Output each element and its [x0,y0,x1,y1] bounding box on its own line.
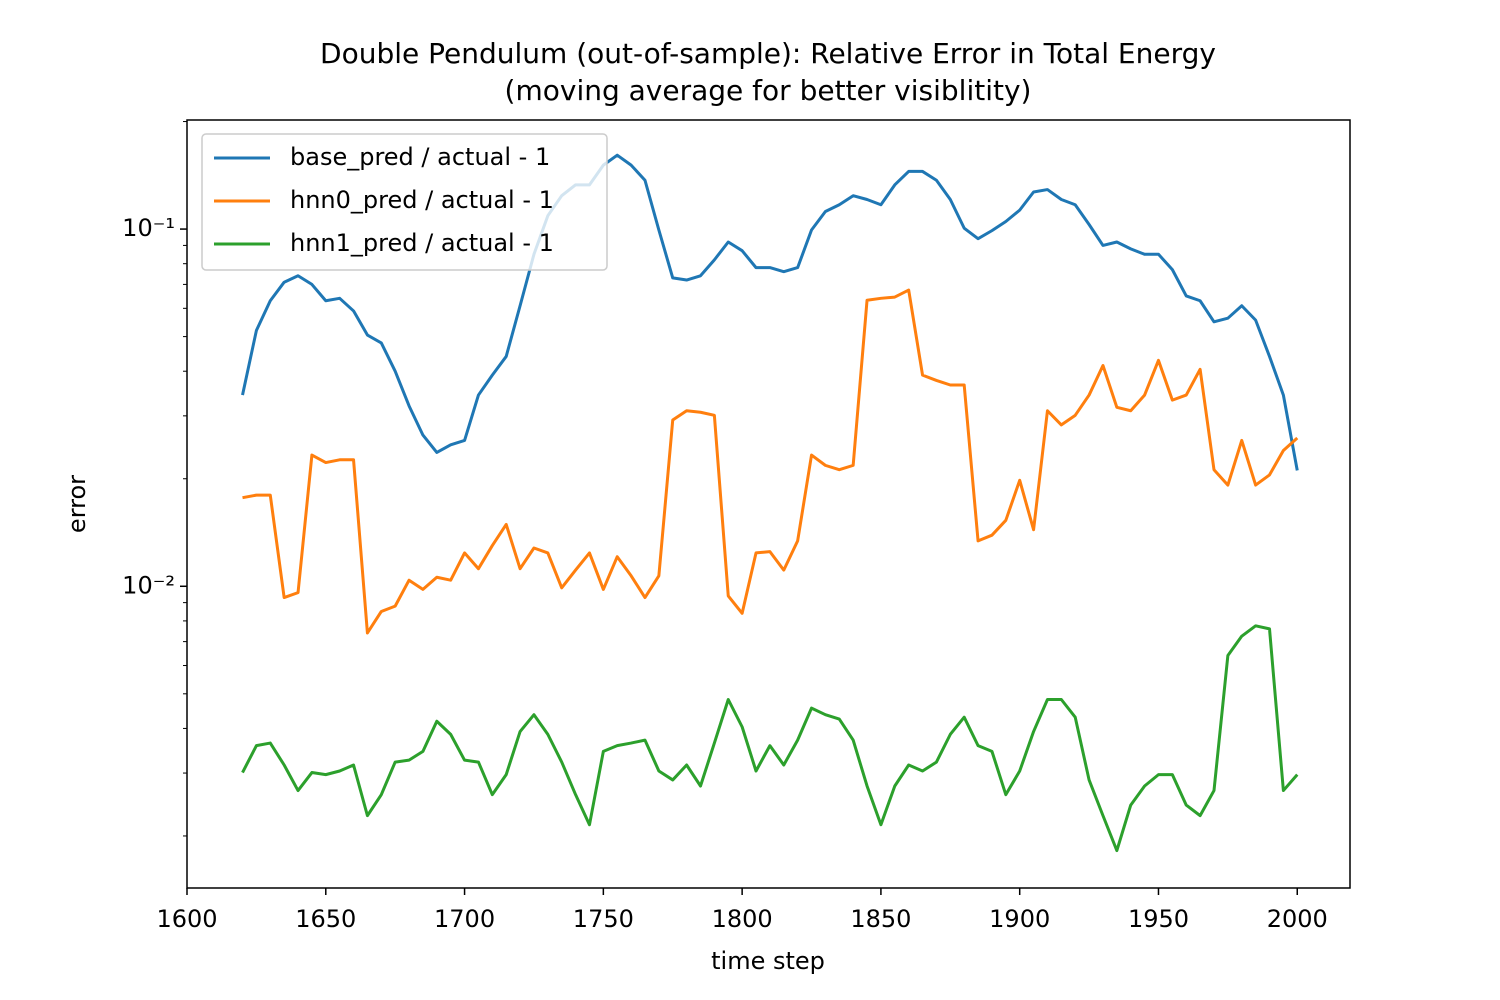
series-line [242,288,1299,635]
x-tick-label: 1850 [850,905,911,933]
x-tick-label: 1900 [989,905,1050,933]
y-tick-label: 10⁻² [122,571,175,599]
x-tick-label: 1700 [434,905,495,933]
y-axis-label: error [63,475,91,533]
x-tick-label: 1750 [573,905,634,933]
chart-title: Double Pendulum (out-of-sample): Relativ… [320,37,1216,70]
legend: base_pred / actual - 1 hnn0_pred / actual… [201,133,608,271]
x-tick-label: 1950 [1128,905,1189,933]
y-tick-label: 10⁻¹ [122,214,175,242]
series-line [241,624,1299,853]
legend-label: hnn1_pred / actual - 1 [290,229,554,257]
x-axis-label: time step [711,947,825,975]
x-tick-label: 1600 [156,905,217,933]
x-tick-label: 1800 [712,905,773,933]
x-tick-label: 1650 [295,905,356,933]
legend-box [201,133,608,271]
x-tick-label: 2000 [1267,905,1328,933]
legend-label: hnn0_pred / actual - 1 [290,186,554,214]
series-line [241,153,1299,471]
plot-frame [186,119,1351,889]
legend-label: base_pred / actual - 1 [290,143,550,171]
chart-subtitle: (moving average for better visiblitity) [505,74,1032,107]
